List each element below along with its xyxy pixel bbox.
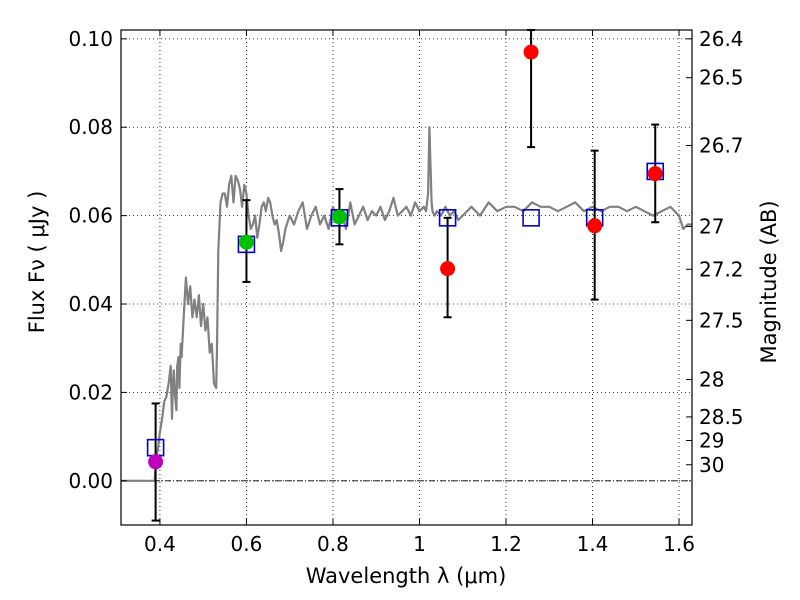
mag-tick-label: 27.2	[699, 257, 744, 281]
y-tick-label: 0.10	[68, 27, 113, 51]
y-tick-label: 0.02	[68, 380, 113, 404]
x-tick-label: 1.6	[663, 532, 695, 556]
x-tick-label: 0.8	[317, 532, 349, 556]
plot-frame	[120, 29, 693, 526]
x-tick-label: 0.6	[231, 532, 263, 556]
x-tick-label: 1	[413, 532, 426, 556]
grid-lines	[121, 30, 692, 525]
model-photometry-marker	[438, 209, 457, 227]
y-tick-label: 0.08	[68, 115, 113, 139]
y-axis-title: Flux Fν ( μJy )	[25, 191, 49, 334]
mag-tick-label: 27.5	[699, 308, 744, 332]
y-tick-label: 0.00	[68, 469, 113, 493]
observed-photometry-marker	[331, 209, 347, 225]
mag-tick-label: 27	[699, 214, 724, 238]
x-tick-label: 1.4	[577, 532, 609, 556]
observed-photometry-marker	[440, 261, 456, 277]
observed-photometry-marker	[523, 44, 539, 60]
mag-tick-label: 26.7	[699, 134, 744, 158]
x-tick-label: 0.4	[144, 532, 176, 556]
observed-photometry-marker	[647, 166, 663, 182]
model-sed-line	[121, 126, 692, 482]
model-sed-series	[121, 126, 692, 482]
mag-tick-label: 26.5	[699, 66, 744, 90]
error-bars	[151, 29, 660, 522]
y-tick-label: 0.06	[68, 204, 113, 228]
mag-tick-label: 30	[699, 453, 724, 477]
y-tick-label: 0.04	[68, 292, 113, 316]
observed-photometry-series	[148, 44, 663, 470]
mag-tick-label: 26.4	[699, 27, 744, 51]
x-tick-label: 1.2	[490, 532, 522, 556]
mag-tick-label: 28.5	[699, 405, 744, 429]
mag-tick-label: 29	[699, 428, 724, 452]
model-photometry-marker	[522, 209, 540, 227]
x-axis-title: Wavelength λ (μm)	[306, 564, 507, 588]
observed-photometry-marker	[238, 234, 254, 250]
observed-photometry-marker	[587, 218, 603, 234]
observed-photometry-marker	[148, 454, 164, 470]
y2-axis-title: Magnitude (AB)	[757, 200, 781, 363]
mag-tick-label: 28	[699, 368, 724, 392]
axis-ticks: 0.4 0.6 0.8 1 1.2 1.4 1.6 0.00 0.02 0.04 0.06 0.08 0…	[68, 27, 743, 556]
